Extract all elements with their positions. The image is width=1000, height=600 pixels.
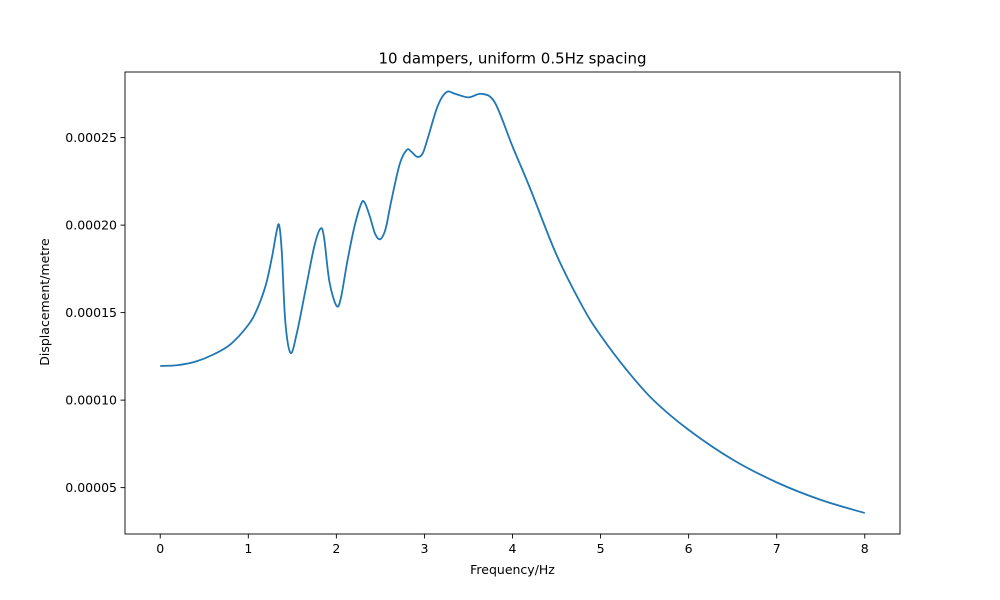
x-axis-label: Frequency/Hz <box>470 562 555 577</box>
x-tick-label-0: 0 <box>156 541 164 556</box>
y-tick-label-4: 0.00025 <box>65 130 117 145</box>
x-tick-label-7: 7 <box>773 541 781 556</box>
x-tick-label-2: 2 <box>332 541 340 556</box>
x-tick-label-6: 6 <box>685 541 693 556</box>
series-line-0 <box>160 90 866 514</box>
y-tick-label-2: 0.00015 <box>65 305 117 320</box>
x-tick-label-4: 4 <box>509 541 517 556</box>
y-tick-label-0: 0.00005 <box>65 480 117 495</box>
x-tick-label-8: 8 <box>861 541 869 556</box>
chart-title: 10 dampers, uniform 0.5Hz spacing <box>378 50 646 68</box>
x-tick-label-1: 1 <box>244 541 252 556</box>
y-tick-label-1: 0.00010 <box>65 393 117 408</box>
y-tick-label-3: 0.00020 <box>65 218 117 233</box>
x-tick-label-3: 3 <box>420 541 428 556</box>
plot-area: 0 1 2 3 4 5 6 7 8 0.00005 0.00010 0.00015 0.00020 0.0… <box>65 71 901 556</box>
y-axis-label: Displacement/metre <box>37 238 52 366</box>
x-tick-label-5: 5 <box>597 541 605 556</box>
